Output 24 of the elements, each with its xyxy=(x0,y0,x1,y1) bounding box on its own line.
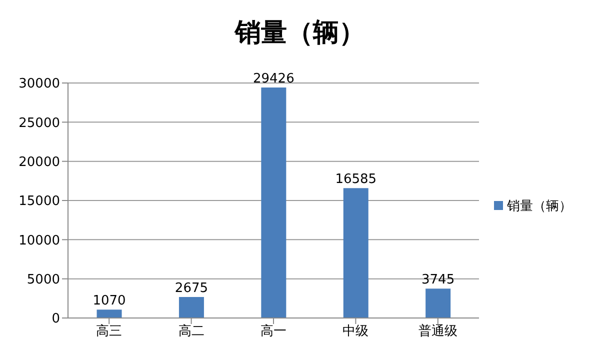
x-tick-label: 高二 xyxy=(178,323,204,340)
bar xyxy=(96,310,122,318)
chart-title: 销量（辆） xyxy=(233,17,366,50)
data-label: 3745 xyxy=(422,272,455,288)
bar xyxy=(343,188,368,318)
data-label: 2675 xyxy=(174,281,208,296)
x-tick-label: 中级 xyxy=(342,324,369,340)
y-tick-label: 30000 xyxy=(18,76,60,92)
x-tick-label: 高三 xyxy=(96,323,122,340)
y-tick-label: 10000 xyxy=(18,233,60,248)
bar xyxy=(426,288,451,318)
data-label: 16585 xyxy=(335,172,377,188)
x-tick-label: 普通级 xyxy=(418,323,458,340)
y-tick-label: 0 xyxy=(52,312,60,327)
y-tick-label: 15000 xyxy=(18,194,60,210)
y-tick-label: 20000 xyxy=(18,154,60,170)
legend-label: 销量（辆） xyxy=(507,198,572,214)
y-tick-label: 5000 xyxy=(26,272,60,288)
data-label: 29426 xyxy=(252,71,294,86)
data-label: 1070 xyxy=(92,294,126,309)
bar xyxy=(261,87,286,318)
bar xyxy=(178,297,204,318)
y-tick-label: 25000 xyxy=(18,116,60,131)
x-tick-label: 高一 xyxy=(260,323,286,340)
